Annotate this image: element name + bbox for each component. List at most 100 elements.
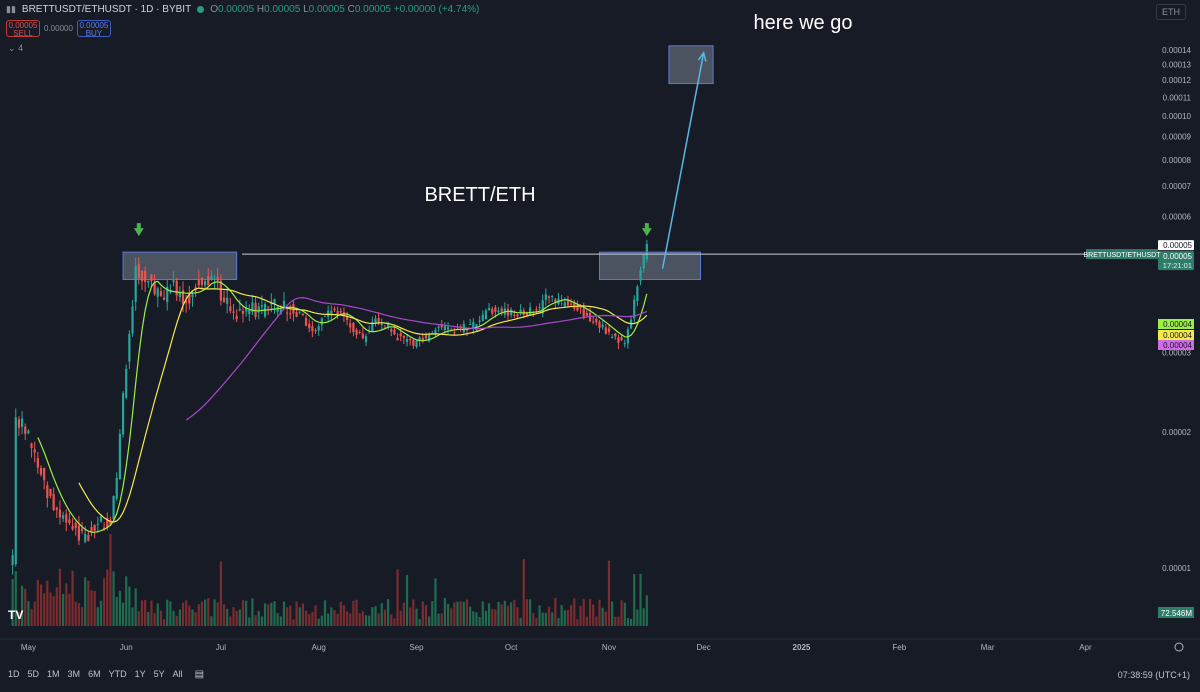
timeframe-all[interactable]: All: [172, 669, 183, 679]
timeframe-ytd[interactable]: YTD: [108, 669, 127, 679]
volume-bar: [298, 607, 301, 626]
candle-body: [87, 534, 90, 541]
volume-bar: [510, 602, 513, 626]
volume-bar: [519, 617, 522, 626]
moving-averages: [37, 280, 648, 533]
candle-body: [424, 335, 428, 339]
price-tick-label: 0.00010: [1162, 112, 1191, 121]
volume-bar: [633, 573, 636, 626]
down-arrow-icon: [133, 228, 144, 237]
time-tick-label: Feb: [892, 643, 906, 652]
candle-body: [308, 323, 311, 329]
volume-bars: [11, 534, 648, 626]
volume-bar: [478, 617, 481, 626]
volume-bar: [131, 607, 134, 626]
volume-bar: [437, 613, 440, 626]
arrow-head-icon: [697, 51, 707, 62]
calendar-icon[interactable]: ▤: [194, 668, 205, 680]
tradingview-logo-icon: TV: [8, 608, 24, 622]
candle-body: [71, 526, 74, 530]
time-tick-label: Jun: [120, 643, 133, 652]
candle-body: [112, 496, 115, 520]
candle-body: [434, 329, 437, 334]
clock-readout[interactable]: 07:38:59 (UTC+1): [1117, 670, 1190, 680]
volume-bar: [55, 587, 58, 626]
volume-bar: [607, 560, 611, 626]
volume-bar: [103, 578, 106, 626]
time-tick-label: Aug: [312, 643, 326, 652]
volume-bar: [74, 601, 77, 626]
volume-bar: [144, 599, 147, 626]
sell-button[interactable]: 0.00005 SELL: [6, 20, 40, 38]
collapse-icon[interactable]: ▮▮: [6, 4, 16, 14]
volume-bar: [383, 609, 387, 626]
price-tag-white: [1158, 240, 1194, 251]
candle-body: [273, 299, 276, 304]
candle-body: [238, 308, 241, 311]
volume-bar: [254, 615, 257, 626]
candle-body: [251, 302, 254, 313]
volume-bar: [642, 608, 645, 626]
volume-bar: [169, 601, 172, 626]
volume-bar: [263, 603, 267, 626]
candle-body: [178, 292, 181, 297]
volume-bar: [43, 593, 46, 626]
timeframe-6m[interactable]: 6M: [88, 669, 101, 679]
settings-gear-icon[interactable]: [1174, 642, 1184, 652]
volume-bar: [52, 596, 55, 626]
volume-bar: [308, 614, 311, 626]
volume-bar: [210, 616, 213, 626]
volume-bar: [563, 610, 566, 626]
price-scale[interactable]: 0.00014 0.00013 0.00012 0.00011 0.00010 0.000…: [1084, 46, 1195, 618]
candle-body: [125, 368, 128, 398]
candle-body: [241, 310, 245, 314]
candle-body: [17, 419, 21, 428]
candle-body: [49, 488, 52, 496]
symbol-title[interactable]: BRETTUSDT/ETHUSDT · 1D · BYBIT: [21, 4, 192, 15]
candle-body: [563, 302, 566, 307]
volume-bar: [251, 598, 254, 626]
candle-body: [68, 519, 71, 524]
time-axis[interactable]: May Jun Jul Aug Sep Oct Nov Dec 2025 Feb Mar Apr: [0, 638, 1200, 652]
candle-body: [27, 430, 30, 434]
price-tick-label: 0.00012: [1162, 76, 1191, 85]
volume-bar: [440, 613, 443, 626]
quote-symbol-badge[interactable]: ETH: [1156, 4, 1186, 20]
indicators-toggle[interactable]: ⌄ 4: [8, 43, 23, 54]
candle-body: [598, 321, 601, 328]
price-tick-label: 0.00008: [1162, 156, 1191, 165]
candle-body: [330, 310, 333, 315]
volume-bar: [90, 590, 93, 626]
moving-average-line: [37, 280, 648, 533]
volume-bar: [645, 595, 648, 626]
volume-bar: [295, 601, 298, 626]
volume-bar: [386, 599, 390, 626]
candle-body: [286, 312, 289, 314]
volume-bar: [24, 588, 27, 626]
candle-body: [245, 307, 248, 312]
volume-bar: [582, 598, 585, 626]
candle-body: [298, 311, 301, 313]
volume-bar: [327, 613, 330, 626]
volume-bar: [162, 619, 166, 626]
timeframe-5y[interactable]: 5Y: [153, 669, 165, 679]
timeframe-1m[interactable]: 1M: [47, 669, 60, 679]
buy-button[interactable]: 0.00005 BUY: [76, 20, 111, 38]
timeframe-5d[interactable]: 5D: [27, 669, 40, 679]
volume-bar: [17, 611, 21, 626]
volume-bar: [573, 598, 576, 626]
volume-bar: [339, 601, 342, 626]
volume-bar: [544, 612, 547, 626]
volume-bar: [245, 600, 248, 626]
timeframe-1d[interactable]: 1D: [8, 669, 20, 679]
volume-bar: [412, 599, 415, 626]
timeframe-1y[interactable]: 1Y: [134, 669, 146, 679]
candle-body: [440, 324, 443, 328]
candle-body: [345, 316, 349, 320]
timeframe-3m[interactable]: 3M: [67, 669, 81, 679]
callout-annotation: here we go: [754, 12, 853, 34]
volume-bar: [172, 610, 175, 626]
